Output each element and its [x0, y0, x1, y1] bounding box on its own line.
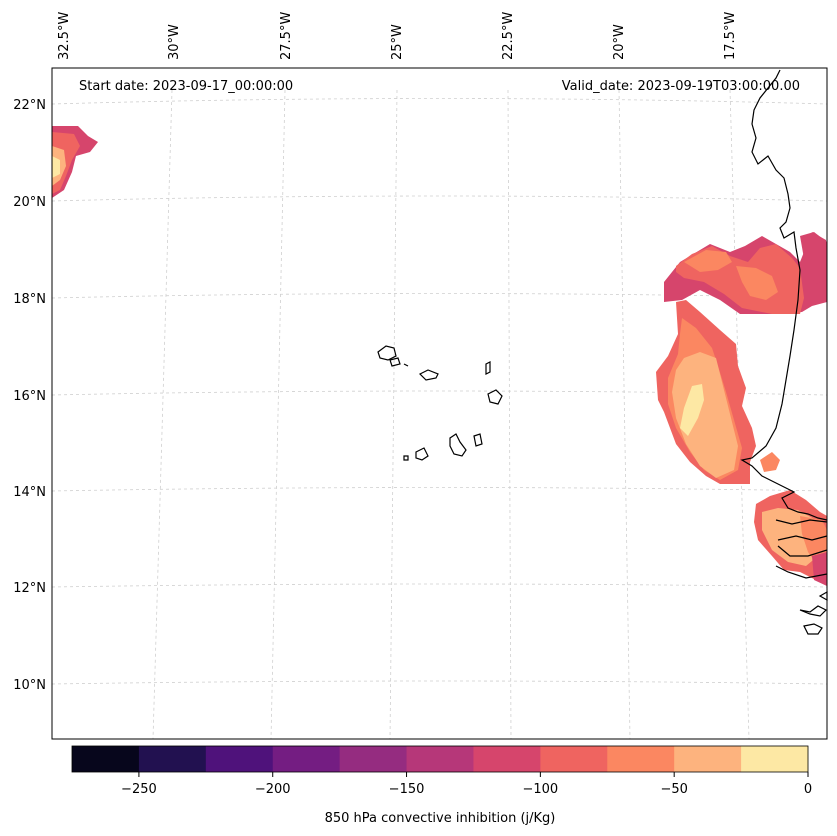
lat-tick-labels: 22°N 20°N 18°N 16°N 14°N 12°N 10°N: [13, 98, 46, 693]
lat-label-16: 16°N: [13, 389, 46, 404]
lon-label-25: 25°W: [390, 24, 405, 60]
lon-tick-labels: 32.5°W 30°W 27.5°W 25°W 22.5°W 20°W 17.5…: [57, 12, 738, 60]
island-sal: [485, 361, 491, 375]
lat-label-18: 18°N: [13, 292, 46, 307]
colorbar-cell: [607, 746, 675, 772]
colorbar-cell: [741, 746, 809, 772]
gridline-lon-30: [152, 89, 173, 740]
gridline-lat-10: [51, 680, 828, 685]
colorbar-cell: [406, 746, 474, 772]
island-bijagos-1: [799, 605, 828, 617]
lat-label-20: 20°N: [13, 195, 46, 210]
island-sao-nicolau: [418, 369, 439, 381]
gridlines: [51, 89, 828, 740]
cin-contours: [52, 126, 827, 586]
gridline-lat-12: [51, 583, 828, 588]
colorbar-tick-label: −250: [121, 782, 157, 797]
gridline-lon-25: [389, 89, 398, 740]
colorbar-cell: [72, 746, 140, 772]
gridline-lat-22: [51, 98, 828, 105]
colorbar-cell: [674, 746, 742, 772]
cin-region-se-mid: [800, 516, 827, 566]
island-maio: [473, 433, 483, 447]
cin-region-nw-core: [52, 156, 60, 178]
colorbar-tick-label: 0: [804, 782, 812, 797]
cin-region-ne-mid-2: [736, 266, 778, 300]
gridline-lat-18: [51, 293, 828, 299]
island-brava: [403, 455, 409, 461]
gridline-lat-16: [51, 390, 828, 396]
colorbar-cell: [272, 746, 341, 772]
lon-label-32-5: 32.5°W: [57, 12, 72, 60]
border-gambia-south: [777, 535, 828, 541]
border-guinea-bissau: [775, 565, 828, 579]
lon-label-20: 20°W: [612, 24, 627, 60]
colorbar-tick-label: −150: [389, 782, 425, 797]
cin-region-se-dark: [812, 552, 827, 586]
colorbar-cell: [138, 746, 207, 772]
colorbar-tick-label: −200: [255, 782, 291, 797]
lon-label-27-5: 27.5°W: [279, 12, 294, 60]
border-gambia-north: [775, 519, 828, 525]
coastline-west-africa: [740, 69, 828, 521]
gridline-lat-14: [51, 487, 828, 492]
colorbar-title: 850 hPa convective inhibition (j/Kg): [325, 811, 556, 826]
colorbar-ticks: −250 −200 −150 −100 −50 0: [121, 772, 812, 797]
island-santiago: [449, 433, 467, 457]
colorbar-tick-label: −50: [660, 782, 687, 797]
colorbar-tick-label: −100: [523, 782, 559, 797]
map-frame: [51, 67, 828, 740]
colorbar-cell: [540, 746, 608, 772]
cin-region-central-tab: [760, 452, 780, 472]
lon-label-30: 30°W: [167, 24, 182, 60]
valid-date-label: Valid_date: 2023-09-19T03:00:00.00: [562, 79, 800, 94]
lat-label-12: 12°N: [13, 581, 46, 596]
lat-label-22: 22°N: [13, 98, 46, 113]
gridline-lon-20: [618, 89, 631, 740]
colorbar-frame: [71, 745, 809, 773]
cin-region-central-light: [672, 352, 738, 478]
border-casamance: [777, 545, 828, 557]
lon-label-22-5: 22.5°W: [501, 12, 516, 60]
island-boa-vista: [487, 389, 503, 405]
gridline-lon-22-5: [507, 89, 512, 740]
colorbar: [72, 746, 809, 772]
cin-region-ne-mid-1: [684, 250, 732, 272]
colorbar-cell: [473, 746, 541, 772]
cin-region-central-core: [680, 384, 704, 436]
island-fogo: [415, 447, 429, 461]
gridline-lon-27-5: [270, 89, 286, 740]
lat-label-14: 14°N: [13, 485, 46, 500]
gridline-lat-20: [51, 195, 828, 202]
island-sao-vicente: [389, 357, 401, 367]
lon-label-17-5: 17.5°W: [723, 12, 738, 60]
lat-label-10: 10°N: [13, 678, 46, 693]
island-santa-luzia: [403, 363, 409, 367]
colorbar-cell: [339, 746, 408, 772]
cin-region-ne-east: [800, 232, 827, 284]
island-santo-antao: [377, 345, 397, 361]
colorbar-cell: [205, 746, 274, 772]
start-date-label: Start date: 2023-09-17_00:00:00: [79, 79, 293, 94]
island-bijagos-2: [803, 623, 823, 635]
